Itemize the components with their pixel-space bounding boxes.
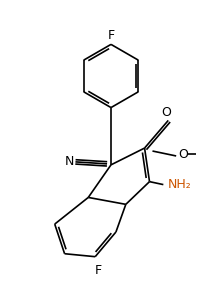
Text: O: O: [178, 148, 188, 162]
Text: O: O: [161, 106, 171, 119]
Text: N: N: [65, 155, 74, 168]
Text: NH₂: NH₂: [167, 178, 191, 191]
Text: F: F: [95, 264, 102, 277]
Text: F: F: [107, 29, 115, 42]
